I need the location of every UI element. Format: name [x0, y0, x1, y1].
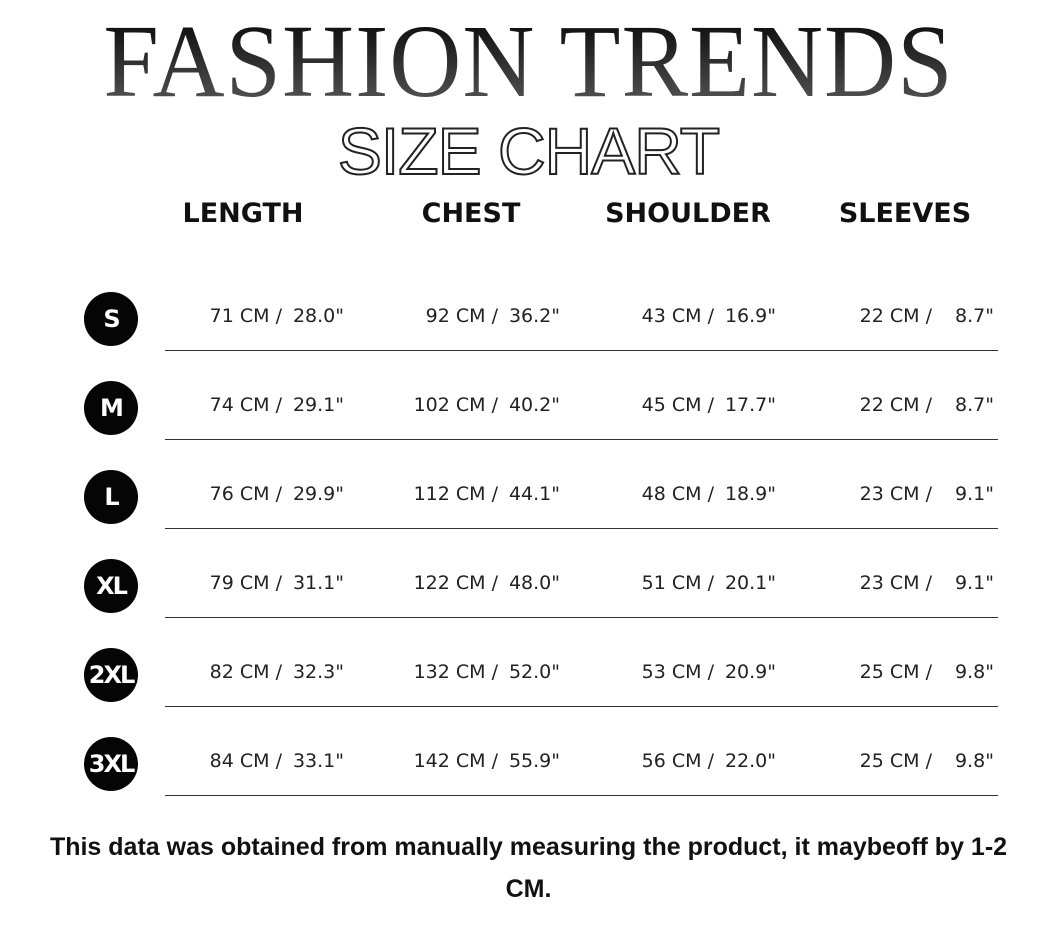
row-divider — [165, 439, 998, 440]
inch-value: 20.9" — [724, 661, 776, 683]
size-badge: M — [84, 381, 138, 435]
cm-value: 23 CM / — [859, 483, 932, 505]
cm-value: 51 CM / — [641, 572, 714, 594]
size-badge: 3XL — [84, 737, 138, 791]
measurement-cell: 23 CM / 9.1" — [860, 483, 994, 505]
measurement-cell: 142 CM / 55.9" — [414, 750, 560, 772]
header-sleeves: SLEEVES — [838, 198, 972, 229]
measurement-cell: 43 CM / 16.9" — [642, 305, 776, 327]
measurement-cell: 92 CM / 36.2" — [426, 305, 560, 327]
cm-value: 102 CM / — [413, 394, 498, 416]
measurement-cell: 82 CM / 32.3" — [210, 661, 344, 683]
inch-value: 36.2" — [508, 305, 560, 327]
inch-value: 9.8" — [955, 661, 994, 683]
cm-value: 45 CM / — [641, 394, 714, 416]
table-row: S 71 CM / 28.0" 92 CM / 36.2" 43 CM / 16.9" 22 … — [0, 272, 1057, 361]
cm-value: 142 CM / — [413, 750, 498, 772]
inch-value: 8.7" — [955, 305, 994, 327]
table-row: 2XL 82 CM / 32.3" 132 CM / 52.0" 53 CM / 20.9"… — [0, 628, 1057, 717]
measurement-cell: 74 CM / 29.1" — [210, 394, 344, 416]
inch-value: 20.1" — [724, 572, 776, 594]
cm-value: 48 CM / — [641, 483, 714, 505]
inch-value: 48.0" — [508, 572, 560, 594]
cm-value: 22 CM / — [859, 305, 932, 327]
inch-value: 18.9" — [724, 483, 776, 505]
table-row: 3XL 84 CM / 33.1" 142 CM / 55.9" 56 CM / 22.0"… — [0, 717, 1057, 806]
measurement-cell: 22 CM / 8.7" — [860, 305, 994, 327]
row-divider — [165, 528, 998, 529]
inch-value: 9.8" — [955, 750, 994, 772]
measurement-cell: 45 CM / 17.7" — [642, 394, 776, 416]
inch-value: 55.9" — [508, 750, 560, 772]
size-badge: 2XL — [84, 648, 138, 702]
size-badge: L — [84, 470, 138, 524]
measurement-cell: 132 CM / 52.0" — [414, 661, 560, 683]
cm-value: 74 CM / — [209, 394, 282, 416]
cm-value: 25 CM / — [859, 750, 932, 772]
cm-value: 84 CM / — [209, 750, 282, 772]
table-row: M 74 CM / 29.1" 102 CM / 40.2" 45 CM / 17.7" 22… — [0, 361, 1057, 450]
inch-value: 31.1" — [292, 572, 344, 594]
row-divider — [165, 706, 998, 707]
header-chest: CHEST — [421, 198, 521, 229]
cm-value: 25 CM / — [859, 661, 932, 683]
cm-value: 132 CM / — [413, 661, 498, 683]
measurement-cell: 56 CM / 22.0" — [642, 750, 776, 772]
inch-value: 29.1" — [292, 394, 344, 416]
inch-value: 9.1" — [955, 572, 994, 594]
inch-value: 9.1" — [955, 483, 994, 505]
inch-value: 16.9" — [724, 305, 776, 327]
measurement-cell: 53 CM / 20.9" — [642, 661, 776, 683]
measurement-cell: 102 CM / 40.2" — [414, 394, 560, 416]
row-divider — [165, 350, 998, 351]
row-divider — [165, 617, 998, 618]
measurement-cell: 25 CM / 9.8" — [860, 750, 994, 772]
inch-value: 22.0" — [724, 750, 776, 772]
cm-value: 122 CM / — [413, 572, 498, 594]
cm-value: 23 CM / — [859, 572, 932, 594]
cm-value: 22 CM / — [859, 394, 932, 416]
table-row: XL 79 CM / 31.1" 122 CM / 48.0" 51 CM / 20.1" 2… — [0, 539, 1057, 628]
inch-value: 29.9" — [292, 483, 344, 505]
cm-value: 79 CM / — [209, 572, 282, 594]
cm-value: 82 CM / — [209, 661, 282, 683]
measurement-cell: 79 CM / 31.1" — [210, 572, 344, 594]
inch-value: 8.7" — [955, 394, 994, 416]
measurement-cell: 84 CM / 33.1" — [210, 750, 344, 772]
inch-value: 32.3" — [292, 661, 344, 683]
cm-value: 76 CM / — [209, 483, 282, 505]
measurement-cell: 112 CM / 44.1" — [414, 483, 560, 505]
inch-value: 44.1" — [508, 483, 560, 505]
measurement-cell: 25 CM / 9.8" — [860, 661, 994, 683]
cm-value: 112 CM / — [413, 483, 498, 505]
inch-value: 17.7" — [724, 394, 776, 416]
inch-value: 33.1" — [292, 750, 344, 772]
cm-value: 92 CM / — [425, 305, 498, 327]
measurement-cell: 122 CM / 48.0" — [414, 572, 560, 594]
table-row: L 76 CM / 29.9" 112 CM / 44.1" 48 CM / 18.9" 23… — [0, 450, 1057, 539]
brand-title: FASHION TRENDS — [21, 10, 1036, 114]
size-badge: S — [84, 292, 138, 346]
header-shoulder: SHOULDER — [605, 198, 771, 229]
measurement-cell: 48 CM / 18.9" — [642, 483, 776, 505]
measurement-cell: 22 CM / 8.7" — [860, 394, 994, 416]
header-length: LENGTH — [182, 198, 304, 229]
measurement-cell: 71 CM / 28.0" — [210, 305, 344, 327]
size-badge: XL — [84, 559, 138, 613]
inch-value: 40.2" — [508, 394, 560, 416]
inch-value: 52.0" — [508, 661, 560, 683]
measurement-cell: 76 CM / 29.9" — [210, 483, 344, 505]
size-chart-subtitle: SIZE CHART — [337, 114, 721, 188]
measurement-note: This data was obtained from manually mea… — [49, 833, 1008, 903]
cm-value: 53 CM / — [641, 661, 714, 683]
cm-value: 43 CM / — [641, 305, 714, 327]
cm-value: 71 CM / — [209, 305, 282, 327]
cm-value: 56 CM / — [641, 750, 714, 772]
measurement-cell: 23 CM / 9.1" — [860, 572, 994, 594]
row-divider — [165, 795, 998, 796]
inch-value: 28.0" — [292, 305, 344, 327]
measurement-cell: 51 CM / 20.1" — [642, 572, 776, 594]
